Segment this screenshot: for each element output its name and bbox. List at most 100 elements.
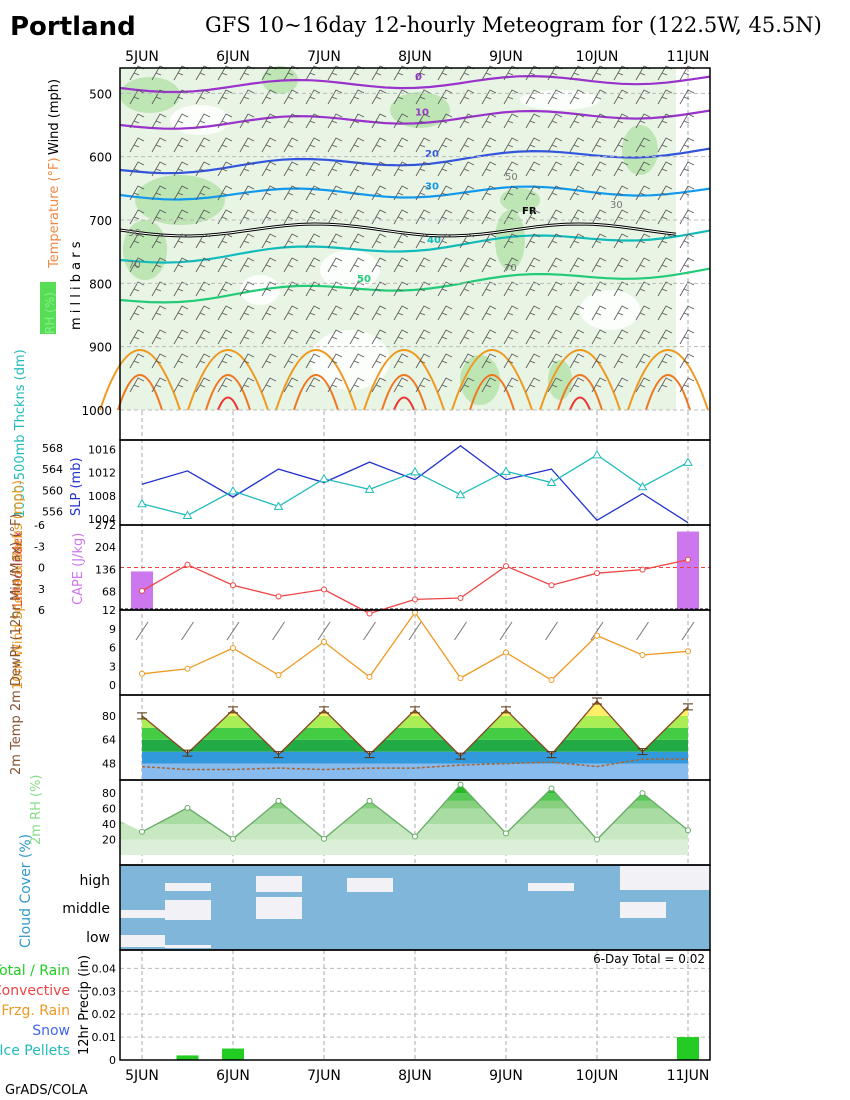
lifted-index-tick-label: 3 (38, 583, 45, 596)
wind-speed-point (594, 632, 600, 639)
isotherm-line (119, 74, 711, 94)
wind-barb (679, 233, 695, 249)
precip-legend-label: Total / Rain (0, 963, 70, 979)
wind-barb (503, 137, 519, 153)
ylabel-temperature-panel: 2m Temp 2m DewPt (12hr Min/Max) (°F) (9, 513, 24, 775)
wind-barb (437, 305, 453, 321)
rh-contour-label: 30 (610, 200, 623, 211)
wind-barb (393, 281, 409, 297)
wind-barb (591, 281, 607, 297)
wind-barb (261, 329, 277, 345)
rh-point (639, 790, 646, 797)
thickness-point (364, 484, 375, 493)
wind-speed-point (457, 675, 464, 682)
wind-speed-point (503, 649, 509, 656)
rh-point (366, 797, 373, 804)
temp-tick-label: 80 (102, 710, 116, 723)
wind-barb (525, 257, 541, 273)
wind-barb (371, 89, 387, 105)
wind-barb (173, 257, 189, 273)
wind-barb (217, 377, 233, 393)
isotherm-line (119, 267, 711, 304)
wind-barb (591, 305, 607, 321)
wind-barb (393, 377, 409, 393)
wind-barb (657, 113, 673, 129)
temp-tick-label: 64 (102, 734, 116, 747)
warm-isotherm (275, 349, 357, 411)
wind-barb (129, 281, 145, 297)
thickness-point (182, 510, 193, 519)
wind-barb (371, 233, 387, 249)
pressure-tick-label: 1000 (81, 404, 112, 418)
wind-barb (547, 305, 563, 321)
wind-tick-label: 0 (109, 679, 116, 692)
thickness-point (455, 489, 466, 499)
precip-tick-label: 0.01 (92, 1031, 117, 1044)
wind-barb (591, 185, 607, 201)
lifted-index-point (184, 561, 191, 568)
temp-error-bar (455, 752, 466, 760)
wind-barb (327, 377, 343, 393)
wind-barb (217, 113, 233, 129)
wind-barb (635, 281, 651, 297)
wind-barb (129, 305, 145, 321)
precip-bar (222, 1048, 244, 1060)
wind-barbs (129, 65, 695, 393)
temp-band (142, 763, 688, 780)
thickness-point (683, 457, 693, 466)
precip-legend-label: Frzg. Rain (1, 1003, 70, 1019)
precip-panel (119, 949, 711, 1061)
wind-barb (261, 305, 277, 321)
wind-barb (129, 257, 145, 273)
temp-band (142, 727, 688, 740)
wind-barb (349, 185, 365, 201)
wind-barb (437, 377, 453, 393)
wind-barb (195, 329, 211, 345)
lifted-index-point (639, 566, 646, 573)
wind-barb (679, 377, 695, 393)
rh-tick-label: 60 (102, 803, 116, 816)
wind-barb (261, 185, 277, 201)
hot-isotherm (569, 396, 591, 411)
wind-barb (393, 353, 409, 369)
lifted-index-point (548, 582, 555, 589)
wind-barb (569, 257, 585, 273)
wind-barb (283, 233, 299, 249)
wind-barb (261, 113, 277, 129)
warm-isotherm (363, 349, 445, 411)
wind-barb (129, 137, 145, 153)
wind-barb (459, 305, 475, 321)
lifted-index-point (139, 587, 145, 594)
wind-barb (679, 137, 695, 153)
wind-barb (635, 209, 651, 225)
cloud-cover-fill (120, 865, 710, 950)
wind-barb (679, 329, 695, 345)
warm-isotherm (539, 349, 621, 411)
rh-clear-area (520, 90, 600, 110)
wind-barb (569, 89, 585, 105)
wind-barb (679, 281, 695, 297)
wind-barb (173, 233, 189, 249)
wind-barb (679, 89, 695, 105)
ylabel-lifted-index: Lifted Index (11, 530, 26, 607)
wind-barb (393, 185, 409, 201)
ylabel-rh: RH (%) (43, 292, 57, 334)
wind-barb (371, 377, 387, 393)
ylabel-wind-speed: 10m Wind Speed & Barbs (mph) (11, 480, 26, 690)
wind-barb (503, 161, 519, 177)
warm-isotherm (117, 374, 163, 411)
rh-point (503, 830, 509, 837)
wind-barb (151, 185, 167, 201)
lifted-index-point (321, 586, 327, 593)
cloud-clear-area (256, 876, 302, 892)
wind-barb (327, 137, 343, 153)
wind-barb (459, 161, 475, 177)
rh-clear-area (580, 290, 640, 330)
wind-barb (481, 257, 497, 273)
wind-barb (569, 329, 585, 345)
wind-barb (239, 377, 255, 393)
dewpoint-line (141, 758, 688, 771)
isotherm-label: 10 (415, 108, 429, 119)
surface-wind-barb (499, 621, 513, 641)
wind-barb (173, 209, 189, 225)
